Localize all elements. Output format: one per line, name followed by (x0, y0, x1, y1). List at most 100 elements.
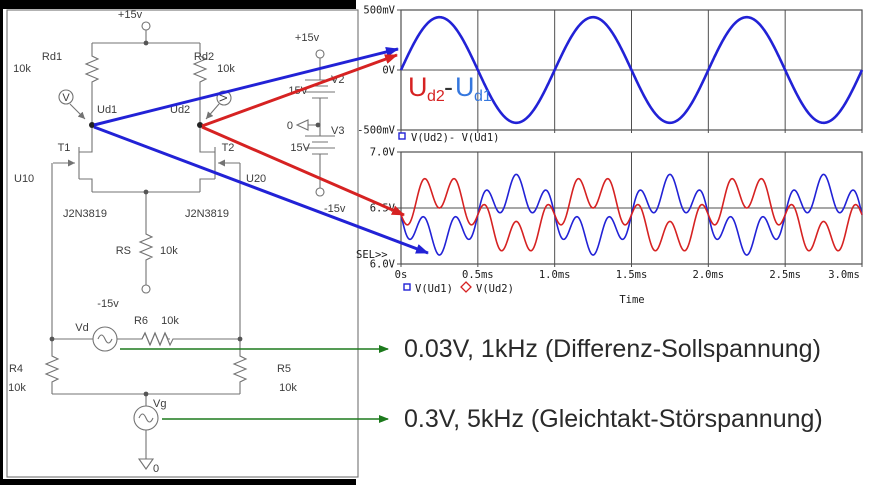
resistor-rd2 (192, 54, 208, 84)
diff-label-u-blue: U (455, 72, 475, 102)
diff-label-u-red: U (408, 72, 428, 102)
label-vg: Vg (153, 398, 166, 410)
probe2-v-glyph: V (218, 94, 230, 102)
diff-voltage-label: U d2 - U d1 (408, 72, 492, 105)
resistor-rs (138, 232, 154, 262)
label-v3: V3 (331, 125, 344, 137)
label-t2: T2 (222, 142, 235, 154)
y-tick-label: 7.0V (370, 147, 396, 159)
probe1-v-glyph: V (62, 92, 70, 104)
vd-sine-glyph (97, 334, 113, 344)
left-black-bar (0, 0, 3, 485)
legend-label-ud1: V(Ud1) (415, 283, 453, 295)
circuit-schematic (6, 9, 359, 478)
label-u10: U10 (14, 173, 34, 185)
y-tick-label: 0V (382, 65, 395, 77)
legend-square-icon (398, 132, 406, 140)
terminal-plus15-icon (141, 21, 151, 31)
vg-sine-glyph (138, 413, 154, 423)
x-tick-label: 1.5ms (616, 269, 648, 281)
schematic-border (6, 9, 359, 478)
label-rs-value: 10k (160, 245, 178, 257)
circuit-labels: +15v Rd1 10k Rd2 10k V V Ud1 Ud2 T1 T2 U… (8, 9, 346, 475)
label-jfet2: J2N3819 (185, 208, 229, 220)
legend-diamond-icon (460, 281, 472, 293)
label-rs: RS (116, 245, 131, 257)
label-r4: R4 (9, 363, 23, 375)
resistor-r6-zigzag (140, 331, 175, 347)
arrow-ud2-to-bottomplot (201, 125, 405, 217)
jfet-t2 (199, 125, 216, 192)
label-vd: Vd (75, 322, 88, 334)
trace-arrows (93, 47, 429, 255)
label-r6-value: 10k (161, 315, 179, 327)
junction-dots (49, 40, 321, 397)
probe1-pointer (69, 103, 86, 120)
resistor-rd1 (84, 54, 100, 84)
plot-differential-output: 500mV 0V -500mV (357, 5, 864, 137)
probe2-pointer (205, 103, 220, 120)
label-r5-value: 10k (279, 382, 297, 394)
bottom-black-bar (0, 479, 356, 485)
diff-label-sub-blue: d1 (474, 88, 492, 105)
label-ud1: Ud1 (97, 104, 117, 116)
arrow-ud2-to-topplot (201, 53, 398, 128)
diff-label-sub-red: d2 (427, 88, 445, 105)
label-minus15: -15v (97, 298, 119, 310)
label-ud2: Ud2 (170, 104, 190, 116)
label-vcol-ground: 0 (287, 120, 293, 132)
arrow-ud1-to-topplot (93, 47, 399, 127)
x-tick-label: 1.0ms (539, 269, 571, 281)
label-rd2-value: 10k (217, 63, 235, 75)
x-tick-label: 0.5ms (462, 269, 494, 281)
label-r6: R6 (134, 315, 148, 327)
diff-label-minus: - (444, 72, 453, 102)
label-rd1-value: 10k (13, 63, 31, 75)
label-r4-value: 10k (8, 382, 26, 394)
terminal-minus15-icon (141, 284, 151, 294)
sel-indicator: SEL>> (356, 249, 388, 261)
terminal-vcol-plus15-icon (315, 49, 325, 59)
plot-top-legend: V(Ud2)- V(Ud1) (398, 132, 500, 144)
waveform-v-ud2- (400, 177, 863, 252)
y-tick-label: 500mV (363, 5, 395, 17)
x-tick-label: 0s (395, 269, 408, 281)
time-axis-label: Time (619, 294, 644, 306)
x-tick-label: 3.0ms (828, 269, 860, 281)
voltage-probe-icon (58, 89, 74, 105)
x-tick-label: 2.5ms (769, 269, 801, 281)
legend-label-ud2: V(Ud2) (476, 283, 514, 295)
legend-square-icon (403, 283, 411, 291)
green-annotation-arrows (120, 345, 389, 423)
label-v3-value: 15V (290, 142, 310, 154)
label-r5: R5 (277, 363, 291, 375)
resistor-r4 (44, 354, 60, 384)
label-vcol-minus15: -15v (324, 203, 346, 215)
arrow-ud1-to-bottomplot (93, 125, 429, 255)
y-tick-label: 6.5V (370, 203, 396, 215)
label-vcol-plus15: +15v (295, 32, 320, 44)
battery-v3-icon (305, 125, 335, 188)
label-rd2: Rd2 (194, 51, 214, 63)
label-rd1: Rd1 (42, 51, 62, 63)
annotation-differenz: 0.03V, 1kHz (Differenz-Sollspannung) (404, 335, 821, 363)
terminal-vcol-minus15-icon (315, 187, 325, 197)
plot-bottom-extras: SEL>> V(Ud1) V(Ud2) Time (356, 249, 645, 306)
waveform-v-ud2-v-ud1- (399, 15, 864, 125)
jfet-t1 (78, 125, 93, 192)
annotation-gleichtakt: 0.3V, 5kHz (Gleichtakt-Störspannung) (404, 405, 823, 433)
label-plus15: +15v (118, 9, 143, 21)
legend-label-top: V(Ud2)- V(Ud1) (411, 132, 500, 144)
label-u20: U20 (246, 173, 266, 185)
label-t1: T1 (58, 142, 71, 154)
probe-nodes (89, 122, 203, 128)
label-jfet1: J2N3819 (63, 208, 107, 220)
resistor-r5 (232, 354, 248, 384)
ground-icon (137, 458, 155, 470)
plot-ud1-ud2: 0s 0.5ms 1.0ms 1.5ms 2.0ms 2.5ms 3.0ms 7.0V 6.5V… (370, 147, 863, 281)
label-ground0: 0 (153, 463, 159, 475)
x-tick-label: 2.0ms (693, 269, 725, 281)
top-black-bar (0, 0, 356, 9)
